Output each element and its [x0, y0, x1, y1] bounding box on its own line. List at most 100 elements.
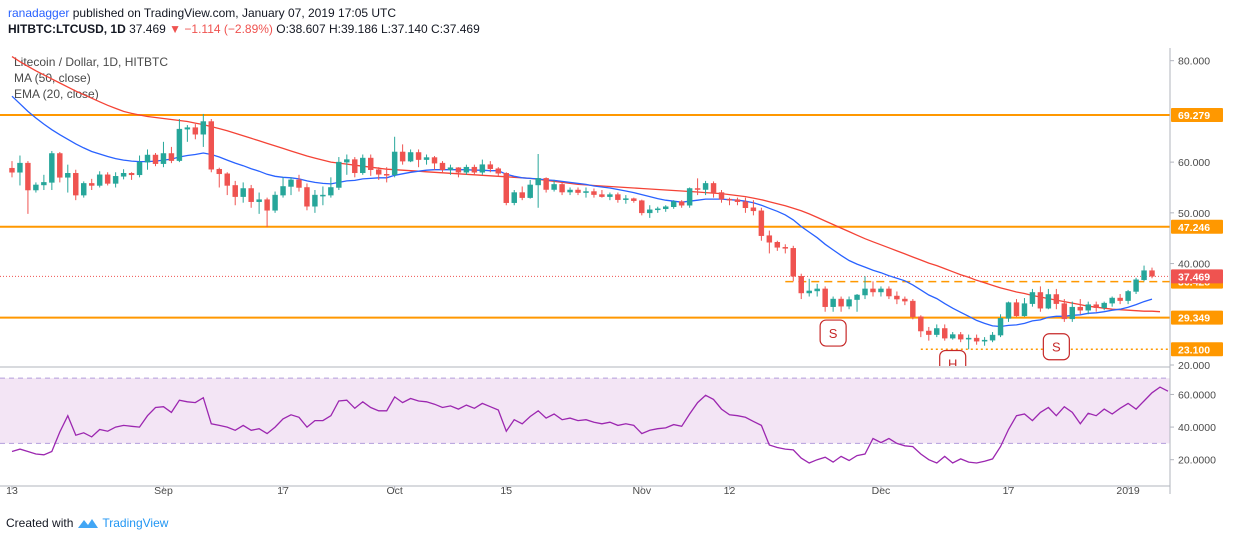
candle-body [870, 288, 876, 293]
candle [272, 191, 278, 213]
candle [208, 119, 215, 173]
candle-body [949, 334, 956, 339]
candle [288, 177, 294, 196]
candle-body [120, 173, 127, 177]
tradingview-brand: TradingView [102, 516, 169, 530]
time-tick-label: 12 [724, 485, 736, 497]
candle [734, 197, 741, 206]
candle-body [1085, 304, 1091, 311]
candle-body [296, 179, 302, 188]
candle [471, 164, 478, 175]
candle-body [1053, 294, 1060, 304]
candle-body [168, 153, 175, 161]
rsi-tick-label: 60.0000 [1178, 389, 1216, 401]
candle [870, 281, 876, 297]
candle-body [136, 161, 143, 176]
candle [559, 182, 565, 196]
candle [926, 326, 932, 341]
candle [415, 149, 422, 168]
ema20-line [11, 95, 1153, 328]
candle [710, 181, 717, 198]
candle-body [774, 242, 781, 248]
candle-body [232, 185, 238, 197]
candle [647, 205, 653, 218]
candle-body [519, 192, 525, 198]
change-value: −1.114 (−2.89%) [184, 22, 273, 36]
candle-body [543, 178, 549, 190]
candle [894, 291, 900, 305]
candle-body [1117, 297, 1123, 301]
candle-body [73, 173, 79, 196]
candle-body [766, 235, 773, 243]
candle-body [439, 162, 446, 170]
candle-body [694, 188, 701, 190]
candle-body [57, 153, 63, 178]
candle [88, 178, 95, 191]
candle-body [495, 168, 502, 174]
change-arrow: ▼ [169, 22, 182, 36]
candle [750, 200, 757, 216]
candle [838, 296, 844, 312]
candle-body [455, 167, 462, 173]
candle-body [280, 186, 286, 196]
candle [902, 296, 908, 306]
time-tick-label: 2019 [1116, 485, 1140, 497]
candle-body [431, 157, 438, 164]
candle-body [344, 159, 350, 163]
candle-body [407, 152, 414, 162]
candle [336, 157, 342, 191]
candle-body [1029, 292, 1036, 304]
candle-body [368, 157, 374, 170]
candle [256, 192, 262, 214]
pattern-label-text: S [1052, 340, 1061, 355]
candle [822, 286, 828, 312]
candle [399, 144, 406, 165]
candle [973, 334, 980, 345]
tradingview-logo[interactable]: TradingView [77, 516, 168, 530]
candle [1045, 288, 1052, 310]
candle [1117, 293, 1123, 305]
candle-body [710, 183, 717, 193]
candle-body [272, 194, 278, 211]
last-price-label: 37.469 [1178, 271, 1210, 283]
candle-body [742, 201, 749, 209]
level-label: 23.100 [1178, 344, 1210, 356]
candle [232, 180, 238, 206]
candle-body [41, 182, 47, 186]
candle-body [942, 328, 948, 339]
chart-area[interactable]: S H S 80.000 60.000 50.000 40.000 20.000 69.279… [0, 48, 1234, 510]
candle [1077, 299, 1083, 315]
candle [511, 190, 517, 206]
candle [312, 190, 318, 213]
candle-body [886, 288, 892, 297]
candle-body [670, 201, 677, 208]
candle [33, 182, 39, 193]
candle-body [9, 167, 15, 173]
pattern-label-text: S [829, 326, 838, 341]
time-tick-label: Oct [386, 485, 402, 497]
candle [806, 278, 812, 297]
candle-body [830, 298, 836, 307]
candle-body [471, 166, 478, 173]
candle-body [647, 209, 653, 214]
candle-body [336, 161, 342, 188]
candle [407, 149, 414, 163]
candle-body [352, 159, 358, 174]
candle-body [926, 330, 932, 335]
candle [934, 324, 940, 338]
candle-body [934, 328, 940, 335]
candle [527, 179, 533, 199]
candles [9, 113, 1155, 350]
candle [535, 154, 541, 208]
candle-body [1045, 294, 1052, 309]
pattern-label-text: H [948, 356, 957, 371]
price-tick-label: 40.000 [1178, 259, 1210, 271]
candle-body [702, 183, 709, 190]
author-link[interactable]: ranadagger [8, 6, 70, 20]
symbol-info: HITBTC:LTCUSD, 1D 37.469 ▼ −1.114 (−2.89… [8, 22, 480, 36]
rsi-band [0, 378, 1170, 444]
candle-body [902, 298, 908, 302]
candle [136, 155, 143, 178]
candle [854, 293, 860, 312]
candle [112, 172, 119, 188]
